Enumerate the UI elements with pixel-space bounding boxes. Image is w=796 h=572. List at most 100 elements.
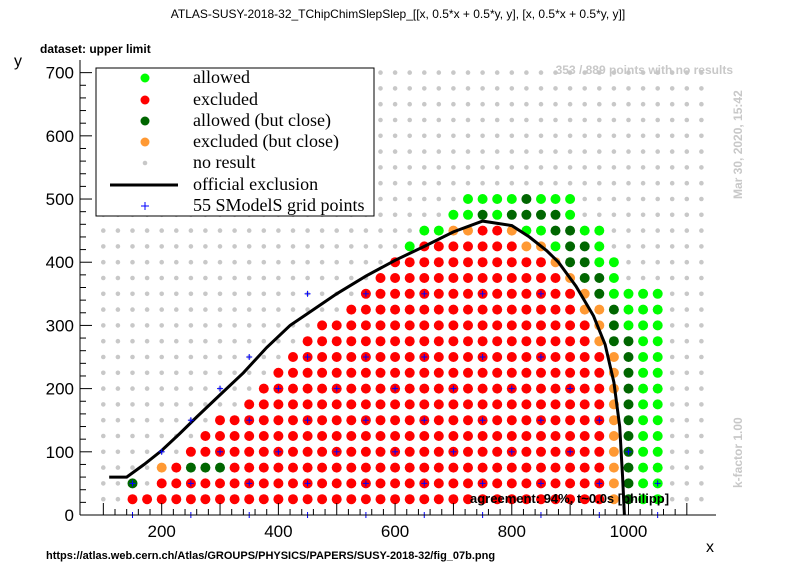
- point-no-result: [115, 481, 121, 486]
- point-excluded: [463, 399, 473, 410]
- point-no-result: [217, 402, 223, 407]
- point-no-result: [101, 354, 106, 360]
- point-excluded: [273, 399, 284, 410]
- point-no-result: [407, 212, 413, 218]
- point-no-result: [349, 275, 354, 281]
- point-allowed: [638, 352, 649, 362]
- point-excluded: [302, 399, 313, 410]
- point-excluded-close: [156, 462, 167, 473]
- point-allowed: [638, 431, 649, 441]
- point-no-result: [115, 465, 121, 470]
- point-no-result: [524, 70, 529, 75]
- point-excluded: [433, 320, 444, 331]
- point-excluded: [594, 383, 605, 394]
- point-excluded: [288, 383, 298, 394]
- point-allowed-close: [521, 194, 532, 204]
- point-no-result: [159, 354, 164, 360]
- point-no-result: [699, 323, 704, 328]
- point-no-result: [174, 417, 179, 423]
- smodels-grid-point: [392, 385, 399, 392]
- point-no-result: [159, 275, 164, 281]
- point-no-result: [378, 149, 383, 154]
- point-excluded: [302, 367, 313, 378]
- point-no-result: [246, 370, 252, 376]
- point-no-result: [349, 291, 354, 297]
- point-allowed: [638, 478, 649, 489]
- smodels-grid-point: [421, 480, 428, 487]
- point-allowed: [652, 399, 663, 410]
- point-no-result: [451, 180, 456, 186]
- point-no-result: [626, 244, 631, 249]
- point-no-result: [101, 402, 106, 407]
- point-excluded: [404, 399, 415, 410]
- point-allowed-close: [550, 209, 561, 220]
- point-excluded: [360, 399, 371, 410]
- point-excluded: [317, 478, 328, 489]
- point-no-result: [392, 133, 398, 139]
- point-no-result: [115, 417, 121, 423]
- point-excluded: [565, 478, 576, 489]
- point-excluded: [404, 257, 415, 268]
- point-excluded: [390, 494, 401, 505]
- legend-label-no-result: no result: [193, 152, 256, 172]
- legend-marker-excluded-close: [140, 137, 150, 147]
- point-excluded: [419, 367, 430, 378]
- point-no-result: [451, 70, 456, 75]
- point-no-result: [334, 307, 340, 312]
- point-excluded: [506, 257, 517, 268]
- point-no-result: [203, 417, 208, 423]
- chart-subtitle: dataset: upper limit: [40, 42, 151, 56]
- y-tick-label: 200: [46, 380, 74, 399]
- smodels-grid-point: [333, 448, 340, 455]
- point-no-result: [144, 291, 150, 297]
- point-no-result: [640, 196, 646, 202]
- point-no-result: [378, 117, 383, 123]
- point-excluded: [331, 431, 342, 441]
- point-excluded: [390, 462, 401, 473]
- point-no-result: [553, 86, 558, 91]
- point-no-result: [363, 228, 369, 233]
- point-no-result: [203, 307, 208, 312]
- point-excluded: [419, 462, 430, 473]
- point-no-result: [436, 70, 442, 75]
- point-excluded: [258, 462, 269, 473]
- point-allowed: [652, 415, 663, 426]
- point-excluded: [579, 494, 590, 505]
- point-no-result: [217, 370, 223, 376]
- smodels-grid-point: [246, 417, 253, 424]
- point-allowed-close: [594, 273, 605, 283]
- point-no-result: [436, 212, 442, 218]
- point-no-result: [130, 402, 135, 407]
- point-excluded: [404, 320, 415, 331]
- point-no-result: [538, 86, 544, 91]
- point-excluded: [142, 494, 153, 505]
- point-excluded: [404, 273, 415, 283]
- point-no-result: [144, 228, 150, 233]
- point-no-result: [378, 165, 383, 170]
- point-no-result: [159, 402, 164, 407]
- point-no-result: [669, 101, 675, 107]
- point-no-result: [261, 244, 267, 249]
- point-allowed-close: [579, 241, 590, 252]
- point-excluded: [127, 494, 138, 505]
- point-excluded: [375, 383, 386, 394]
- point-no-result: [640, 70, 646, 75]
- point-no-result: [524, 165, 529, 170]
- point-excluded: [492, 462, 503, 473]
- point-no-result: [611, 244, 617, 249]
- point-no-result: [217, 228, 223, 233]
- point-excluded: [390, 288, 401, 299]
- point-no-result: [669, 259, 675, 265]
- point-excluded: [331, 399, 342, 410]
- point-excluded: [273, 431, 284, 441]
- point-allowed: [652, 494, 663, 505]
- point-no-result: [232, 402, 237, 407]
- point-no-result: [378, 212, 383, 218]
- point-excluded: [594, 352, 605, 362]
- smodels-grid-point: [129, 480, 136, 487]
- point-excluded: [536, 304, 546, 315]
- point-no-result: [436, 149, 442, 154]
- point-excluded-close: [608, 415, 619, 426]
- point-allowed: [506, 194, 517, 204]
- point-no-result: [699, 307, 704, 312]
